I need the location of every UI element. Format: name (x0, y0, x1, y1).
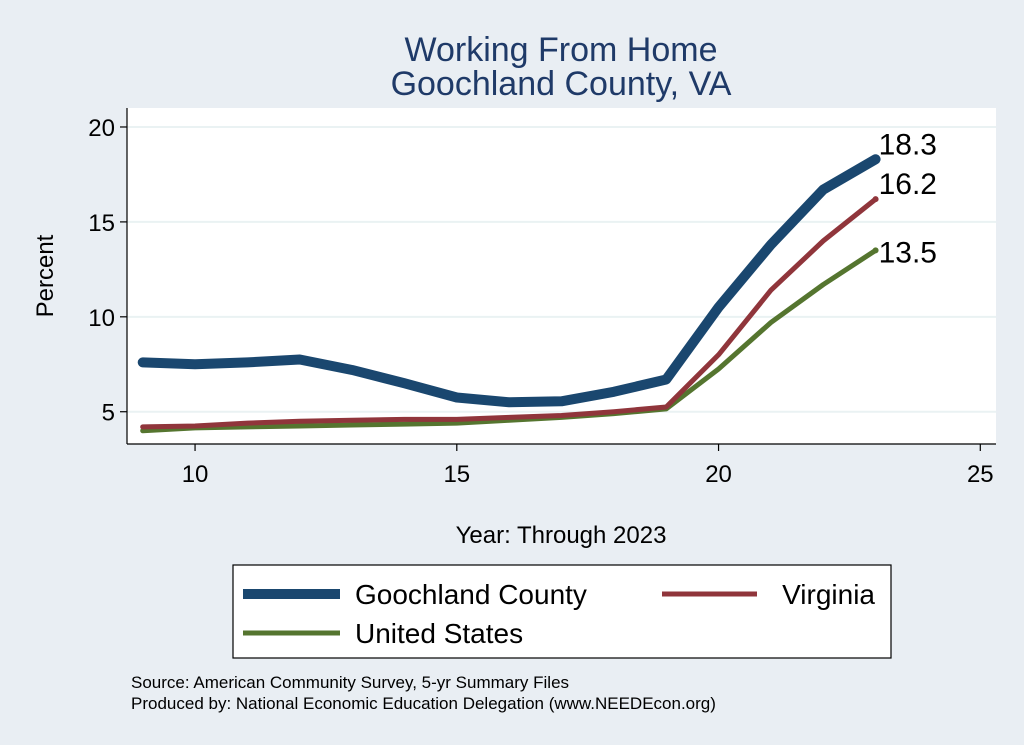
end-label-layer: 13.5 16.2 18.3 (879, 128, 937, 269)
series-end-marker-goochland (872, 156, 879, 163)
y-tick-label: 20 (88, 115, 115, 142)
series-line-united-states (140, 247, 879, 434)
chart-title: Working From Home (405, 31, 718, 69)
x-tick-label: 25 (967, 461, 994, 488)
series-layer (137, 154, 881, 434)
x-axis-title: Year: Through 2023 (456, 522, 667, 549)
source-note: Source: American Community Survey, 5-yr … (131, 673, 569, 692)
axis-layer (126, 108, 996, 445)
end-label-goochland: 18.3 (879, 128, 937, 161)
y-tick-label: 10 (88, 305, 115, 332)
y-tick-label: 15 (88, 210, 115, 237)
legend: Goochland County Virginia United States (232, 564, 892, 659)
grid-layer (127, 125, 996, 413)
end-label-virginia: 16.2 (879, 168, 937, 201)
x-tick-label: 10 (182, 461, 209, 488)
plot-area (127, 108, 996, 444)
chart-subtitle: Goochland County, VA (391, 65, 732, 103)
y-tick-label: 5 (102, 400, 115, 427)
ticks-layer: 5 10 15 20 10 15 20 25 (88, 115, 993, 488)
series-line-virginia (140, 196, 879, 430)
legend-label-united-states: United States (355, 618, 523, 649)
end-label-united-states: 13.5 (879, 236, 937, 269)
legend-label-virginia: Virginia (782, 579, 875, 610)
x-tick-label: 20 (705, 461, 732, 488)
legend-box (232, 564, 892, 659)
series-line-goochland (137, 154, 881, 408)
y-axis-title: Percent (32, 234, 59, 317)
legend-label-goochland: Goochland County (355, 579, 587, 610)
x-tick-label: 15 (443, 461, 470, 488)
series-end-marker-united-states (872, 247, 879, 254)
produced-by-note: Produced by: National Economic Education… (131, 694, 716, 713)
series-end-marker-virginia (872, 196, 879, 203)
